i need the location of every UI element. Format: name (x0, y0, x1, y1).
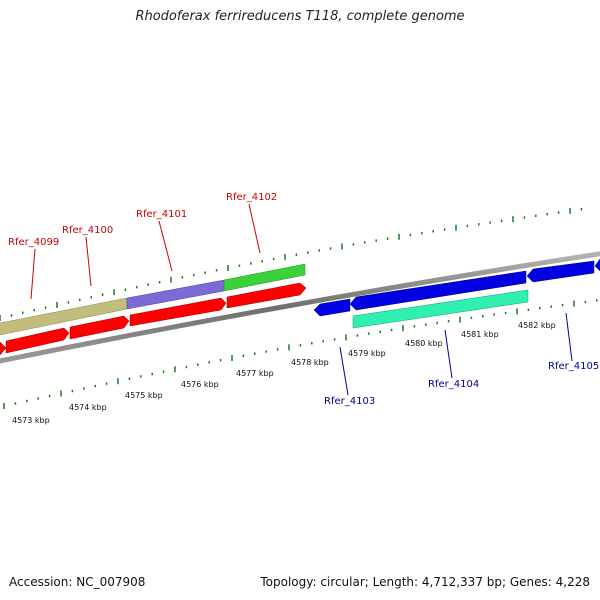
tick-label-4579: 4579 kbp (348, 349, 386, 358)
gene-label-rfer4101[interactable]: Rfer_4101 (136, 209, 187, 220)
reverse-label-lines (339, 312, 573, 396)
tick-label-4580: 4580 kbp (405, 339, 443, 348)
gene-arrow-reverse[interactable] (526, 260, 595, 283)
gene-arrow-forward[interactable] (5, 327, 70, 354)
ruler-ticks-lower (3, 299, 598, 409)
reverse-gene-labels: Rfer_4103 Rfer_4104 Rfer_4105 (324, 361, 599, 407)
tick-label-4582: 4582 kbp (518, 321, 556, 330)
forward-feature-row (0, 263, 306, 336)
tick-label-4573: 4573 kbp (12, 416, 50, 425)
tick-label-4581: 4581 kbp (461, 330, 499, 339)
tick-label-4577: 4577 kbp (236, 369, 274, 378)
forward-gene-labels: Rfer_4099 Rfer_4100 Rfer_4101 Rfer_4102 (8, 192, 277, 248)
tick-label-4576: 4576 kbp (181, 380, 219, 389)
gene-arrow-forward[interactable] (0, 341, 7, 356)
ruler-tick-labels: 4573 kbp 4574 kbp 4575 kbp 4576 kbp 4577… (12, 321, 556, 425)
gene-arrow-reverse[interactable] (594, 258, 600, 272)
tick-label-4574: 4574 kbp (69, 403, 107, 412)
forward-label-lines (30, 203, 261, 300)
reverse-cds-row (313, 258, 600, 317)
gene-label-rfer4103[interactable]: Rfer_4103 (324, 396, 375, 407)
genome-backbone (0, 251, 600, 364)
feature-bar-4104[interactable] (352, 289, 529, 329)
gene-label-rfer4102[interactable]: Rfer_4102 (226, 192, 277, 203)
topology-text: Topology: circular; Length: 4,712,337 bp… (260, 575, 590, 589)
gene-arrow-forward[interactable] (69, 315, 130, 340)
accession-text: Accession: NC_007908 (9, 575, 146, 589)
reverse-feature-row (352, 289, 529, 329)
feature-bar-4102[interactable] (223, 263, 306, 292)
forward-cds-row (0, 282, 307, 356)
gene-label-rfer4099[interactable]: Rfer_4099 (8, 237, 59, 248)
gene-arrow-forward[interactable] (226, 282, 307, 309)
tick-label-4578: 4578 kbp (291, 358, 329, 367)
gene-label-rfer4100[interactable]: Rfer_4100 (62, 225, 113, 236)
gene-arrow-reverse[interactable] (313, 298, 351, 317)
gene-arrow-forward[interactable] (129, 297, 227, 327)
tick-label-4575: 4575 kbp (125, 391, 163, 400)
gene-label-rfer4105[interactable]: Rfer_4105 (548, 361, 599, 372)
ruler-ticks-upper (0, 207, 583, 321)
map-title: Rhodoferax ferrireducens T118, complete … (135, 9, 465, 24)
gene-arrow-reverse[interactable] (349, 270, 527, 311)
gene-label-rfer4104[interactable]: Rfer_4104 (428, 379, 479, 390)
